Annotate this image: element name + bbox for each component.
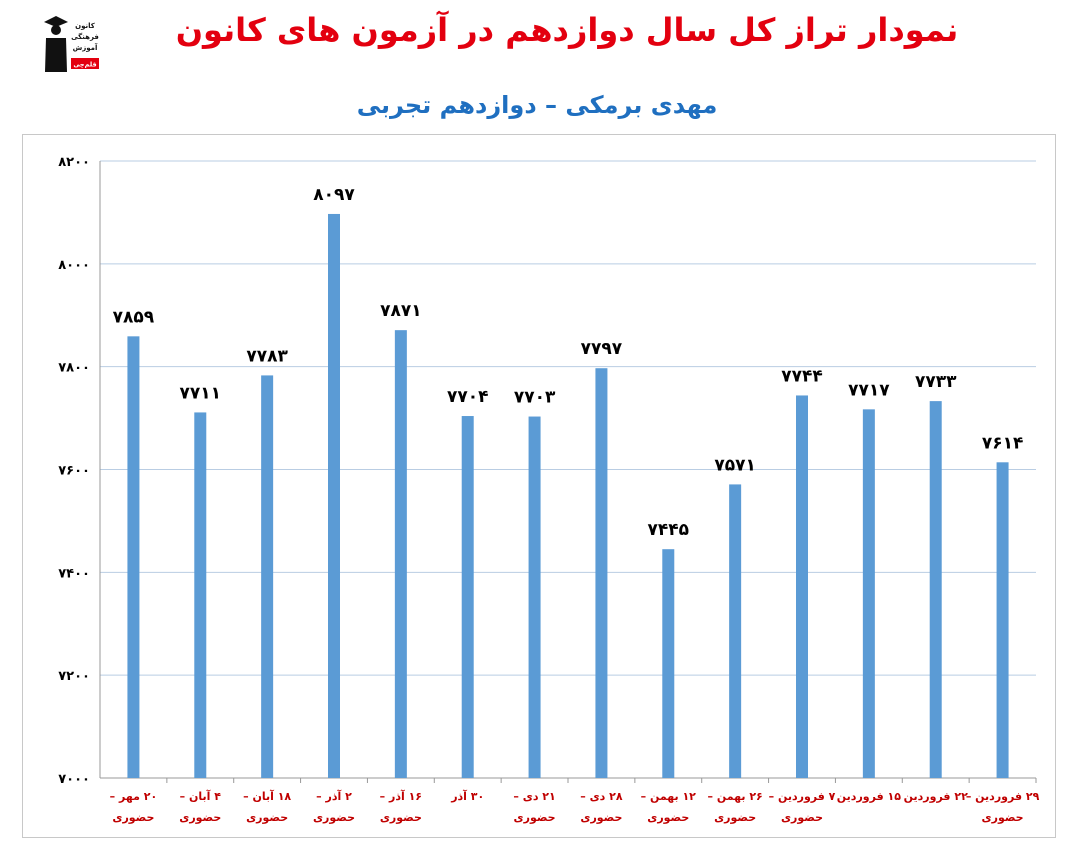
bar (595, 368, 608, 778)
y-tick-label: ۷۶۰۰ (58, 464, 90, 479)
bar (261, 375, 274, 778)
x-tick-label: ۴ آبان – (180, 789, 222, 803)
x-tick-label: ۲ آذر – (316, 789, 352, 803)
data-label: ۷۷۱۷ (848, 380, 890, 400)
x-tick-label: ۱۸ آبان – (243, 789, 291, 803)
x-tick-label: ۷ فروردین – (769, 790, 836, 803)
x-tick-label-line2: حضوری (380, 811, 422, 824)
logo-cap (44, 16, 68, 27)
data-label: ۷۸۵۹ (113, 307, 155, 327)
bar (862, 409, 875, 778)
x-tick-label-line2: حضوری (313, 811, 355, 824)
logo-line-1: کانون (75, 22, 96, 30)
x-tick-label: ۲۶ بهمن – (708, 790, 763, 803)
x-tick-label: ۲۰ مهر – (110, 790, 158, 803)
data-label: ۷۴۴۵ (648, 520, 690, 540)
y-tick-label: ۷۴۰۰ (58, 566, 90, 581)
bar (996, 462, 1009, 778)
bar (528, 416, 541, 778)
y-tick-label: ۷۸۰۰ (58, 361, 90, 376)
x-tick-label-line2: حضوری (514, 811, 556, 824)
logo-line-3: آموزش (73, 43, 98, 52)
bar (929, 401, 942, 778)
bar (662, 549, 675, 778)
data-label: ۷۷۴۴ (781, 366, 823, 386)
x-tick-label: ۱۶ آذر – (380, 789, 422, 803)
x-tick-label: ۲۹ فروردین – (966, 790, 1040, 803)
data-label: ۷۷۰۴ (447, 387, 489, 407)
page-subtitle: مهدی برمکی – دوازدهم تجربی (356, 91, 718, 119)
x-tick-label-line2: حضوری (781, 811, 823, 824)
graduate-logo-icon: کانون فرهنگی آموزش قلم‌چی (41, 9, 101, 75)
brand-logo: کانون فرهنگی آموزش قلم‌چی (40, 8, 102, 76)
chart-frame (22, 134, 1056, 838)
data-label: ۷۷۹۷ (581, 339, 623, 359)
bar (194, 412, 207, 778)
x-tick-label-line2: حضوری (112, 811, 154, 824)
x-tick-label-line2: حضوری (179, 811, 221, 824)
data-label: ۷۷۸۳ (246, 346, 288, 366)
bar (729, 484, 742, 778)
y-tick-label: ۷۲۰۰ (58, 669, 90, 684)
x-tick-label: ۲۸ دی – (580, 790, 623, 803)
x-tick-label-line2: حضوری (580, 811, 622, 824)
logo-badge: قلم‌چی (73, 61, 96, 69)
logo-head (51, 25, 61, 35)
data-label: ۷۷۱۱ (180, 383, 222, 403)
bar (127, 336, 140, 778)
x-tick-label: ۱۵ فروردین (837, 790, 901, 803)
x-tick-label: ۳۰ آذر (450, 789, 484, 803)
x-tick-label-line2: حضوری (647, 811, 689, 824)
logo-line-2: فرهنگی (71, 32, 99, 41)
data-label: ۷۶۱۴ (982, 433, 1024, 453)
data-label: ۷۸۷۱ (380, 301, 422, 321)
x-tick-label: ۲۱ دی – (513, 790, 555, 803)
bar (394, 330, 407, 778)
x-tick-label-line2: حضوری (982, 811, 1024, 824)
x-tick-label: ۲۲ فروردین (904, 790, 968, 803)
y-tick-label: ۸۰۰۰ (58, 258, 90, 273)
logo-badge-background (71, 58, 99, 69)
logo-body (45, 38, 67, 72)
x-tick-label-line2: حضوری (246, 811, 288, 824)
data-label: ۷۷۳۳ (915, 372, 957, 392)
x-tick-label: ۱۲ بهمن – (641, 790, 697, 803)
bar (461, 416, 474, 778)
data-label: ۸۰۹۷ (313, 185, 355, 205)
bar (796, 395, 808, 778)
bar (328, 213, 340, 778)
data-label: ۷۵۷۱ (714, 455, 756, 475)
y-tick-label: ۸۲۰۰ (58, 155, 90, 170)
x-tick-label-line2: حضوری (714, 811, 756, 824)
page-title: نمودار تراز کل سال دوازدهم در آزمون های … (175, 11, 959, 49)
y-tick-label: ۷۰۰۰ (58, 772, 90, 787)
data-label: ۷۷۰۳ (514, 388, 556, 408)
